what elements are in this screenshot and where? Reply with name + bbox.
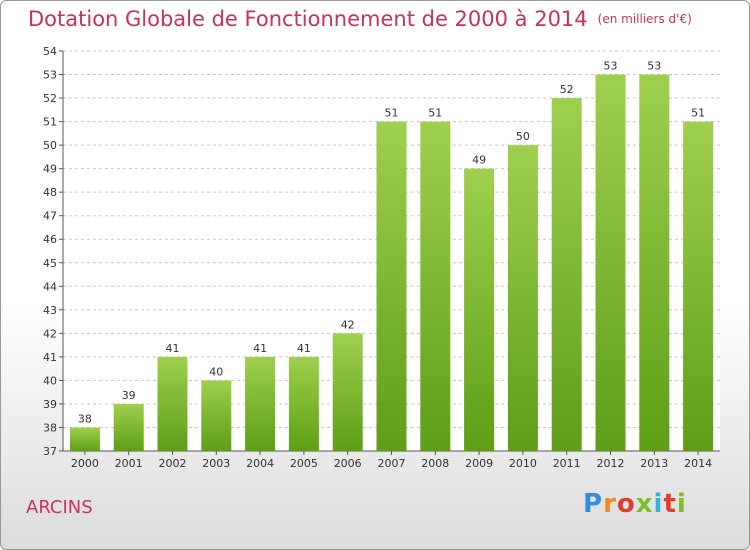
y-tick-label: 46 bbox=[43, 233, 57, 246]
logo-letter: i bbox=[676, 489, 687, 519]
y-tick-label: 50 bbox=[43, 139, 57, 152]
logo-letter: t bbox=[663, 489, 677, 519]
bar-value-label: 51 bbox=[385, 107, 399, 120]
y-tick-label: 37 bbox=[43, 445, 57, 458]
x-tick-label: 2009 bbox=[465, 457, 493, 470]
logo-letter: P bbox=[583, 489, 604, 519]
y-tick-label: 47 bbox=[43, 210, 57, 223]
y-tick-label: 51 bbox=[43, 116, 57, 129]
bar-value-label: 51 bbox=[691, 107, 705, 120]
bar bbox=[69, 427, 100, 451]
bar-value-label: 38 bbox=[78, 412, 92, 425]
y-tick-label: 44 bbox=[43, 280, 57, 293]
bar-value-label: 40 bbox=[209, 365, 223, 378]
bar-value-label: 53 bbox=[647, 60, 661, 73]
y-tick-label: 53 bbox=[43, 69, 57, 82]
x-tick-label: 2003 bbox=[202, 457, 230, 470]
y-tick-label: 38 bbox=[43, 421, 57, 434]
chart-title-text: Dotation Globale de Fonctionnement de 20… bbox=[28, 7, 588, 31]
bar bbox=[376, 121, 407, 452]
bar-value-label: 53 bbox=[604, 60, 618, 73]
chart-title: Dotation Globale de Fonctionnement de 20… bbox=[28, 7, 692, 31]
bar bbox=[507, 145, 538, 451]
chart-subtitle: (en milliers d'€) bbox=[597, 12, 692, 26]
y-tick-label: 52 bbox=[43, 92, 57, 105]
logo-letter: i bbox=[653, 489, 664, 519]
bar-value-label: 39 bbox=[122, 389, 136, 402]
proxiti-logo: Proxiti bbox=[583, 489, 687, 519]
bar-value-label: 41 bbox=[166, 342, 180, 355]
x-tick-label: 2011 bbox=[553, 457, 581, 470]
bar-value-label: 41 bbox=[253, 342, 267, 355]
bar bbox=[288, 356, 319, 451]
x-tick-label: 2012 bbox=[597, 457, 625, 470]
y-tick-label: 45 bbox=[43, 257, 57, 270]
y-tick-label: 39 bbox=[43, 398, 57, 411]
bar bbox=[551, 98, 582, 451]
y-tick-label: 43 bbox=[43, 304, 57, 317]
logo-letter: o bbox=[616, 489, 636, 519]
x-tick-label: 2005 bbox=[290, 457, 318, 470]
x-tick-label: 2006 bbox=[334, 457, 362, 470]
y-tick-label: 42 bbox=[43, 327, 57, 340]
bar bbox=[595, 74, 626, 451]
bar bbox=[332, 333, 363, 451]
logo-letter: r bbox=[603, 489, 617, 519]
x-tick-label: 2013 bbox=[640, 457, 668, 470]
logo-letter: x bbox=[635, 489, 654, 519]
x-tick-label: 2000 bbox=[71, 457, 99, 470]
bar-value-label: 42 bbox=[341, 318, 355, 331]
bar-value-label: 51 bbox=[428, 107, 442, 120]
x-tick-label: 2010 bbox=[509, 457, 537, 470]
bar bbox=[201, 380, 232, 451]
bar bbox=[639, 74, 670, 451]
bar-value-label: 49 bbox=[472, 154, 486, 167]
x-tick-label: 2002 bbox=[159, 457, 187, 470]
bar bbox=[420, 121, 451, 452]
commune-name: ARCINS bbox=[26, 497, 93, 518]
y-tick-label: 48 bbox=[43, 186, 57, 199]
y-tick-label: 41 bbox=[43, 351, 57, 364]
x-tick-label: 2004 bbox=[246, 457, 274, 470]
bar-value-label: 41 bbox=[297, 342, 311, 355]
bar bbox=[464, 168, 495, 451]
bar bbox=[157, 356, 188, 451]
bar bbox=[683, 121, 714, 452]
y-tick-label: 49 bbox=[43, 163, 57, 176]
y-tick-label: 40 bbox=[43, 374, 57, 387]
x-tick-label: 2008 bbox=[421, 457, 449, 470]
x-tick-label: 2014 bbox=[684, 457, 712, 470]
bar-value-label: 52 bbox=[560, 83, 574, 96]
y-tick-label: 54 bbox=[43, 45, 57, 58]
bar-value-label: 50 bbox=[516, 130, 530, 143]
x-tick-label: 2001 bbox=[115, 457, 143, 470]
x-tick-label: 2007 bbox=[378, 457, 406, 470]
bar bbox=[113, 403, 144, 451]
bar bbox=[245, 356, 276, 451]
